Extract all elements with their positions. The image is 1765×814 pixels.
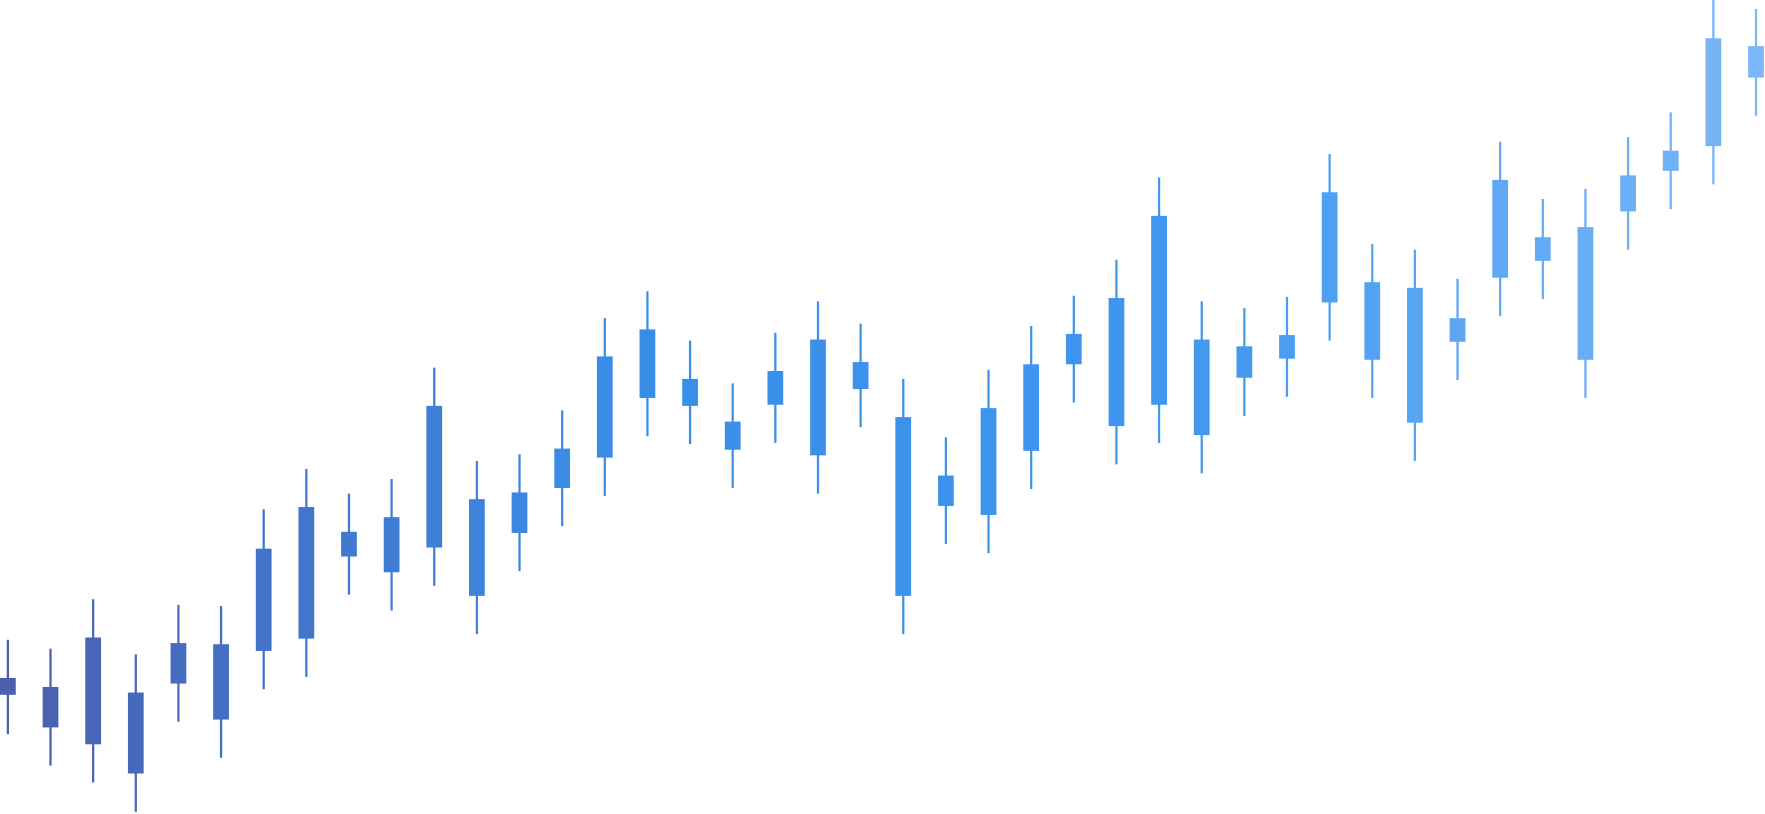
candle-body <box>213 644 229 720</box>
candle-body <box>1620 175 1636 212</box>
candle-body <box>170 643 187 684</box>
candle-body <box>1108 297 1125 427</box>
candle-body <box>767 371 784 405</box>
candle-body <box>127 692 144 774</box>
candle-body <box>938 475 954 506</box>
candle-body <box>639 329 656 399</box>
candle-body <box>511 492 528 533</box>
candle-body <box>1748 46 1764 78</box>
candle-body <box>341 531 357 557</box>
candle-body <box>596 356 613 458</box>
candle-body <box>1023 364 1040 451</box>
candle-body <box>1279 335 1295 359</box>
candle-body <box>810 339 826 456</box>
candle-body <box>724 421 741 450</box>
candle-body <box>469 499 485 596</box>
candle-body <box>1662 150 1679 171</box>
candle-body <box>1321 192 1338 303</box>
candle-body <box>1577 227 1594 360</box>
candle-body <box>1364 282 1381 360</box>
candle-body <box>426 405 443 548</box>
candle-body <box>1151 215 1167 405</box>
candle-body <box>895 417 912 596</box>
candle-body <box>42 686 59 728</box>
candle-body <box>1407 287 1423 423</box>
candle-body <box>255 548 272 651</box>
candle-body <box>298 507 315 639</box>
candle-body <box>0 677 16 695</box>
candle-body <box>1065 333 1082 365</box>
candle-body <box>1193 339 1210 436</box>
candle-body <box>980 408 997 515</box>
candle-body <box>554 448 571 488</box>
candle-body <box>852 362 869 390</box>
candle-body <box>85 637 102 745</box>
candle-body <box>1236 346 1253 378</box>
candle-body <box>383 517 400 573</box>
candle-body <box>1492 179 1509 278</box>
candle-body <box>682 378 698 406</box>
candle-body <box>1449 318 1466 342</box>
candle-body <box>1705 38 1722 147</box>
candle-body <box>1534 237 1551 261</box>
